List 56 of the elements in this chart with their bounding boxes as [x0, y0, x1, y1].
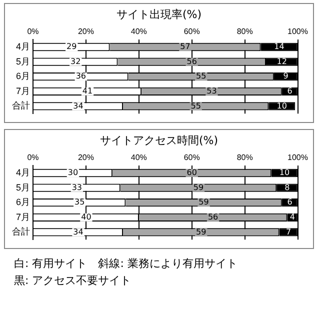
x-tick-label: 20% — [78, 153, 94, 162]
text: 黒: アクセス不要サイト — [14, 273, 132, 289]
x-tick-label: 20% — [78, 27, 94, 36]
data-label: 30 — [68, 168, 78, 178]
y-tick-label: 6月 — [16, 71, 30, 82]
x-tick-label: 0% — [27, 27, 39, 36]
x-tick-label: 0% — [27, 153, 39, 162]
data-label: 32 — [70, 56, 81, 66]
data-label: 35 — [74, 198, 85, 207]
data-label: 59 — [196, 227, 206, 236]
data-label: 34 — [73, 227, 84, 236]
data-label: 57 — [180, 42, 190, 52]
data-label: 6 — [287, 198, 292, 207]
data-label: 29 — [66, 42, 77, 52]
x-tick-label: 40% — [130, 27, 147, 36]
y-tick-label: 4月 — [16, 41, 30, 52]
x-tick-label: 80% — [236, 27, 253, 36]
data-label: 12 — [276, 56, 287, 66]
y-tick-label: 4月 — [16, 167, 30, 178]
text: 白: 有用サイト 斜線: 業務により有用サイト — [14, 256, 238, 272]
x-tick-label: 60% — [184, 27, 200, 36]
y-tick-label: 5月 — [16, 56, 30, 66]
x-tick-label: 40% — [130, 153, 147, 162]
data-label: 14 — [274, 42, 284, 52]
data-label: 59 — [193, 182, 204, 192]
data-label: 33 — [72, 182, 82, 192]
data-label: 6 — [287, 86, 292, 96]
data-label: 40 — [81, 212, 92, 222]
data-label: 56 — [186, 56, 197, 66]
data-label: 59 — [198, 198, 209, 207]
x-tick-label: 100% — [288, 153, 308, 162]
data-label: 10 — [279, 168, 290, 178]
y-tick-label: 7月 — [16, 86, 30, 96]
data-label: 53 — [206, 86, 217, 96]
data-label: 4 — [290, 212, 296, 222]
data-label: 7 — [286, 227, 292, 236]
data-label: 8 — [284, 182, 290, 192]
data-label: 10 — [276, 101, 287, 110]
chart-title: サイト出現率(%) — [115, 7, 203, 22]
x-tick-label: 100% — [288, 27, 308, 36]
y-tick-label: 6月 — [16, 197, 30, 208]
data-label: 36 — [76, 72, 86, 81]
data-label: 60 — [186, 168, 197, 178]
y-tick-label: 5月 — [16, 182, 30, 192]
y-tick-label: 合計 — [12, 226, 30, 237]
data-label: 56 — [208, 212, 218, 222]
chart-title: サイトアクセス時間(%) — [98, 133, 220, 148]
x-tick-label: 60% — [184, 153, 200, 162]
y-tick-label: 7月 — [16, 212, 30, 222]
data-label: 55 — [190, 101, 201, 110]
data-label: 34 — [73, 101, 84, 110]
data-label: 55 — [196, 72, 206, 81]
x-tick-label: 80% — [236, 153, 253, 162]
data-label: 41 — [82, 86, 93, 96]
y-tick-label: 合計 — [12, 100, 30, 111]
data-label: 9 — [283, 72, 288, 81]
